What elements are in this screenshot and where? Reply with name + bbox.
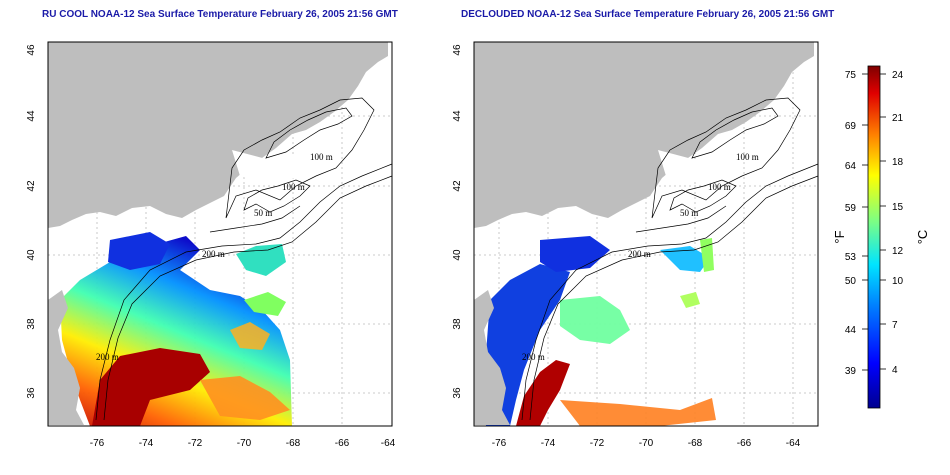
left-contour-label-200m-a: 200 m <box>202 249 225 259</box>
colorbar-c-tick: 4 <box>892 365 898 376</box>
right-y-tick: 42 <box>452 180 463 192</box>
left-x-axis: -76 -74 -72 -70 -68 -66 -64 <box>90 438 396 449</box>
colorbar-f-tick: 64 <box>845 161 857 172</box>
left-map-border <box>47 41 393 427</box>
colorbar-f-tick: 39 <box>845 366 857 377</box>
colorbar-c-tick: 12 <box>892 246 904 257</box>
colorbar-c-tick: 10 <box>892 276 904 287</box>
right-panel-title: DECLOUDED NOAA-12 Sea Surface Temperatur… <box>461 9 835 20</box>
left-x-tick: -70 <box>237 438 252 449</box>
right-contour-label-100m-a: 100 m <box>736 152 759 162</box>
left-contour-label-100m-a: 100 m <box>310 152 333 162</box>
left-x-tick: -76 <box>90 438 105 449</box>
right-y-tick: 46 <box>452 44 463 56</box>
right-x-tick: -68 <box>688 438 703 449</box>
left-y-tick: 36 <box>26 387 37 399</box>
right-contour-label-200m-a: 200 m <box>628 249 651 259</box>
colorbar-f-tick: 69 <box>845 121 857 132</box>
colorbar: 75 69 64 59 53 50 44 39 24 21 18 15 12 1… <box>832 65 930 409</box>
right-y-tick: 44 <box>452 110 463 122</box>
right-x-tick: -70 <box>639 438 654 449</box>
colorbar-f-tick: 50 <box>845 276 857 287</box>
colorbar-f-tick: 59 <box>845 203 857 214</box>
left-y-tick: 42 <box>26 180 37 192</box>
left-sst-field <box>60 232 292 426</box>
left-contour-label-100m-b: 100 m <box>282 182 305 192</box>
right-map-border <box>473 41 819 427</box>
left-contour-label-50m: 50 m <box>254 208 272 218</box>
right-y-tick: 36 <box>452 387 463 399</box>
right-contour-label-50m: 50 m <box>680 208 698 218</box>
right-map-panel: 100 m 100 m 50 m 200 m 200 m -76 -74 -72… <box>452 41 819 449</box>
left-x-tick: -64 <box>381 438 396 449</box>
right-x-axis: -76 -74 -72 -70 -68 -66 -64 <box>492 438 801 449</box>
right-y-tick: 38 <box>452 318 463 330</box>
left-x-tick: -66 <box>335 438 350 449</box>
colorbar-celsius-unit: °C <box>915 230 930 245</box>
right-y-axis: 46 44 42 40 38 36 <box>452 44 463 399</box>
left-map-panel: 100 m 100 m 50 m 200 m 200 m -76 -74 -72… <box>26 41 396 449</box>
left-x-tick: -72 <box>188 438 203 449</box>
right-contour-label-100m-b: 100 m <box>708 182 731 192</box>
left-y-axis: 46 44 42 40 38 36 <box>26 44 37 399</box>
right-contour-label-200m-b: 200 m <box>522 352 545 362</box>
left-y-tick: 46 <box>26 44 37 56</box>
colorbar-c-tick: 15 <box>892 202 904 213</box>
right-x-tick: -76 <box>492 438 507 449</box>
right-x-tick: -74 <box>541 438 556 449</box>
left-x-tick: -74 <box>139 438 154 449</box>
left-y-tick: 40 <box>26 249 37 261</box>
right-x-tick: -64 <box>786 438 801 449</box>
colorbar-fahrenheit-unit: °F <box>832 230 847 243</box>
colorbar-f-tick: 53 <box>845 252 857 263</box>
colorbar-f-tick: 44 <box>845 325 857 336</box>
colorbar-f-tick: 75 <box>845 70 857 81</box>
colorbar-c-tick: 18 <box>892 157 904 168</box>
right-x-tick: -66 <box>737 438 752 449</box>
left-x-tick: -68 <box>286 438 301 449</box>
right-y-tick: 40 <box>452 249 463 261</box>
left-y-tick: 38 <box>26 318 37 330</box>
colorbar-c-tick: 21 <box>892 113 904 124</box>
colorbar-c-tick: 7 <box>892 320 898 331</box>
colorbar-gradient <box>867 65 881 409</box>
left-contour-label-200m-b: 200 m <box>96 352 119 362</box>
colorbar-c-tick: 24 <box>892 70 904 81</box>
left-panel-title: RU COOL NOAA-12 Sea Surface Temperature … <box>42 9 398 20</box>
right-x-tick: -72 <box>590 438 605 449</box>
left-y-tick: 44 <box>26 110 37 122</box>
